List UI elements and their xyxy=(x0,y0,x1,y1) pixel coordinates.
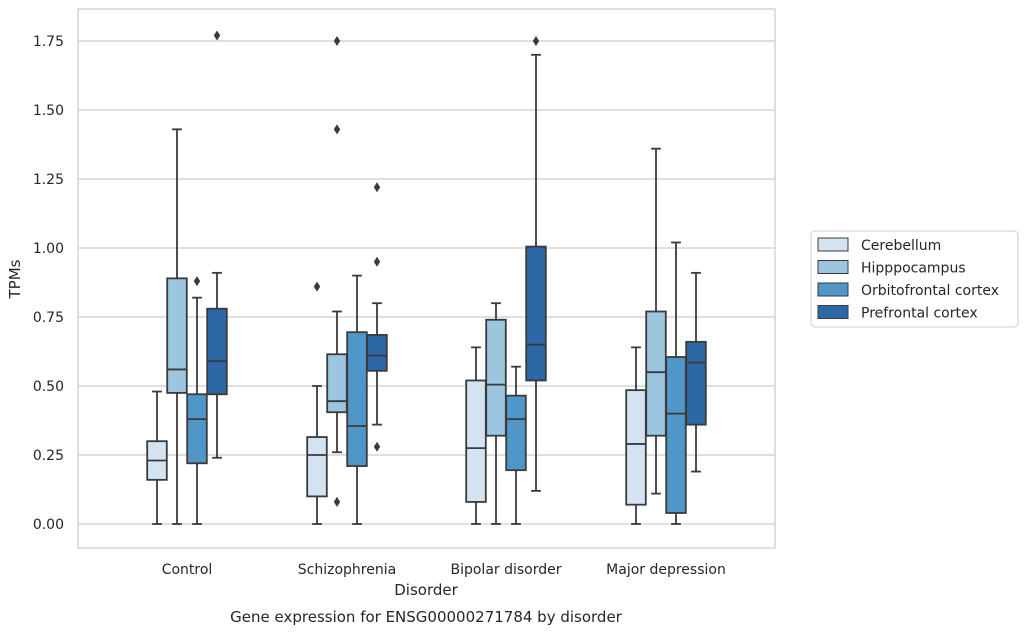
box-prefrontal-cortex-1 xyxy=(366,182,388,452)
box-orbitofrontal-cortex-2 xyxy=(505,365,527,525)
x-axis-label: Disorder xyxy=(394,581,458,599)
box-hipppocampus-0 xyxy=(166,128,188,525)
y-tick-label: 0.00 xyxy=(33,517,64,533)
box-orbitofrontal-cortex-3 xyxy=(665,241,687,525)
iqr-box xyxy=(166,277,188,394)
box-orbitofrontal-cortex-0 xyxy=(186,276,208,525)
iqr-box xyxy=(645,310,667,437)
y-tick-label: 1.50 xyxy=(33,103,64,119)
iqr-box xyxy=(306,436,328,498)
legend-swatch xyxy=(817,305,849,319)
y-tick-label: 1.00 xyxy=(33,241,64,257)
legend-frame xyxy=(810,230,1019,328)
iqr-box xyxy=(485,318,507,437)
box-cerebellum-3 xyxy=(625,346,647,525)
legend: Cerebellum Hipppocampus Orbitofrontal cort… xyxy=(810,230,1019,328)
x-tick-label: Control xyxy=(162,562,213,578)
legend-label: Prefrontal cortex xyxy=(861,306,978,322)
outlier-point xyxy=(333,124,341,135)
outlier-point xyxy=(333,496,341,507)
box-prefrontal-cortex-3 xyxy=(685,271,707,473)
x-tick-labels: Control Schizophrenia Bipolar disorder Majo… xyxy=(162,562,726,578)
outlier-point xyxy=(333,36,341,46)
box-groups xyxy=(146,30,707,525)
legend-swatch xyxy=(817,260,849,274)
box-cerebellum-1 xyxy=(306,281,328,525)
iqr-box xyxy=(465,379,487,503)
box-orbitofrontal-cortex-1 xyxy=(346,274,368,525)
outlier-point xyxy=(213,30,221,41)
box-prefrontal-cortex-2 xyxy=(525,36,547,492)
chart-title: Gene expression for ENSG00000271784 by d… xyxy=(230,608,623,626)
iqr-box xyxy=(346,331,368,467)
iqr-box xyxy=(206,307,228,396)
box-hipppocampus-1 xyxy=(326,36,348,507)
y-tick-label: 1.25 xyxy=(33,172,64,188)
iqr-box xyxy=(625,389,647,506)
iqr-box xyxy=(505,394,527,472)
x-tick-label: Bipolar disorder xyxy=(450,562,561,578)
y-tick-label: 0.50 xyxy=(33,379,64,395)
iqr-box xyxy=(366,334,388,372)
y-tick-label: 1.75 xyxy=(33,34,64,50)
box-hipppocampus-2 xyxy=(485,302,507,525)
iqr-box xyxy=(525,245,547,382)
outlier-point xyxy=(373,256,381,267)
x-tick-label: Major depression xyxy=(606,562,726,578)
iqr-box xyxy=(186,393,208,465)
y-axis-label: TPMs xyxy=(6,259,24,299)
legend-label: Cerebellum xyxy=(861,238,941,254)
y-tick-label: 0.25 xyxy=(33,448,64,464)
outlier-point xyxy=(532,36,540,46)
outlier-point xyxy=(193,276,201,287)
legend-swatch xyxy=(817,237,849,252)
y-tick-labels: 0.00 0.25 0.50 0.75 1.00 1.25 1.50 1.75 xyxy=(33,34,64,533)
x-tick-label: Schizophrenia xyxy=(298,562,396,578)
legend-label: Hipppocampus xyxy=(861,261,966,277)
axes-frame xyxy=(77,8,776,549)
box-cerebellum-0 xyxy=(146,390,168,525)
outlier-point xyxy=(373,182,381,193)
iqr-box xyxy=(685,340,707,426)
box-prefrontal-cortex-0 xyxy=(206,30,228,459)
legend-label: Orbitofrontal cortex xyxy=(861,283,999,299)
iqr-box xyxy=(665,356,687,514)
outlier-point xyxy=(313,281,321,292)
box-cerebellum-2 xyxy=(465,346,487,525)
outlier-point xyxy=(373,441,381,452)
y-tick-label: 0.75 xyxy=(33,310,64,326)
legend-swatch xyxy=(817,282,849,297)
iqr-box xyxy=(326,353,348,414)
